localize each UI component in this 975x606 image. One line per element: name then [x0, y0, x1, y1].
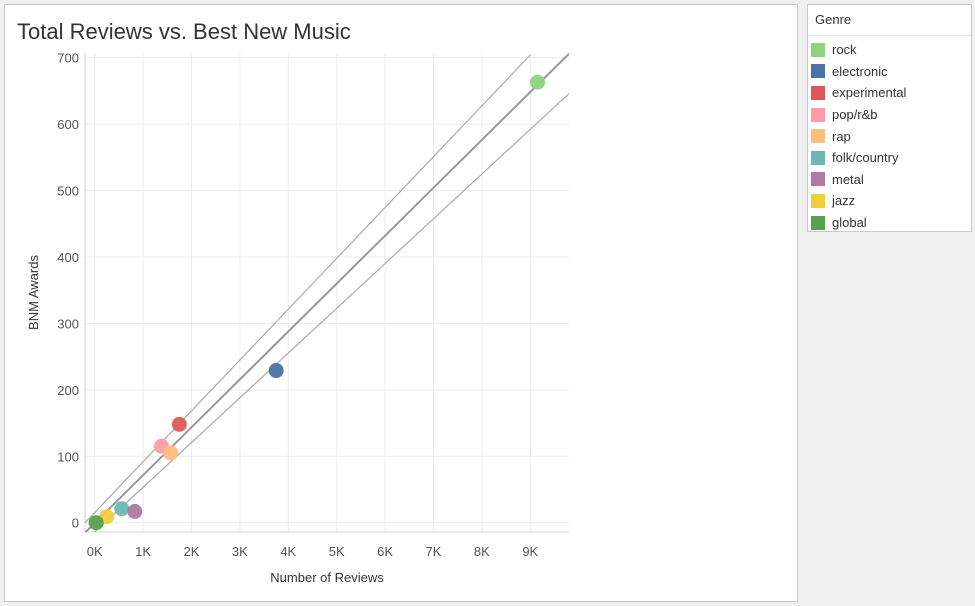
- x-tick-label: 2K: [184, 544, 200, 559]
- trend-lines: [85, 53, 569, 532]
- legend-label: rap: [832, 128, 851, 144]
- legend-swatch: [811, 193, 825, 208]
- y-tick-label: 0: [72, 516, 79, 531]
- legend-item-jazz[interactable]: jazz: [808, 190, 971, 212]
- trend-line-lower: [94, 93, 569, 532]
- y-axis-title: BNM Awards: [26, 255, 41, 330]
- legend-label: jazz: [832, 193, 856, 209]
- y-tick-label: 400: [57, 250, 79, 265]
- legend-label: rock: [832, 42, 857, 58]
- legend-list: rock electronic experimental pop/r&b rap folk…: [808, 36, 971, 233]
- chart-panel: Total Reviews vs. Best New Music 0 100 200…: [4, 4, 798, 602]
- legend-swatch: [811, 85, 825, 100]
- legend-label: pop/r&b: [832, 107, 878, 123]
- legend-swatch: [811, 150, 825, 165]
- data-point-global[interactable]: [88, 515, 104, 531]
- data-point-rock[interactable]: [530, 74, 546, 90]
- legend-item-experimental[interactable]: experimental: [808, 82, 971, 104]
- legend-item-rap[interactable]: rap: [808, 125, 971, 147]
- legend-swatch: [811, 215, 825, 230]
- x-tick-label: 9K: [522, 544, 538, 559]
- data-point-experimental[interactable]: [171, 416, 187, 432]
- legend-swatch: [811, 42, 825, 57]
- data-point-rap[interactable]: [163, 445, 179, 461]
- x-tick-label: 4K: [280, 544, 296, 559]
- trend-line-upper: [85, 54, 531, 524]
- legend-panel: Genre rock electronic experimental pop/r&b r…: [807, 4, 972, 232]
- y-tick-label: 600: [57, 117, 79, 132]
- data-point-folk-country[interactable]: [114, 501, 130, 517]
- data-point-electronic[interactable]: [268, 363, 284, 379]
- trend-line-fit: [85, 53, 569, 532]
- legend-label: electronic: [832, 63, 888, 79]
- legend-item-rock[interactable]: rock: [808, 39, 971, 61]
- scatter-plot: 0 100 200 300 400 500 600 700 0K 1K 2K 3K 4K 5K 6K 7K 8K…: [26, 51, 569, 585]
- legend-item-metal[interactable]: metal: [808, 169, 971, 191]
- legend-label: metal: [832, 171, 864, 187]
- legend-title: Genre: [808, 5, 971, 36]
- y-tick-label: 300: [57, 316, 79, 331]
- x-tick-label: 8K: [474, 544, 490, 559]
- x-tick-label: 7K: [426, 544, 442, 559]
- legend-swatch: [811, 107, 825, 122]
- legend-label: folk/country: [832, 150, 899, 166]
- chart-title: Total Reviews vs. Best New Music: [17, 19, 351, 44]
- x-tick-label: 0K: [87, 544, 103, 559]
- y-tick-label: 500: [57, 184, 79, 199]
- x-tick-label: 1K: [135, 544, 151, 559]
- y-tick-label: 700: [57, 51, 79, 66]
- x-tick-label: 5K: [329, 544, 345, 559]
- y-tick-label: 200: [57, 383, 79, 398]
- legend-item-folk-country[interactable]: folk/country: [808, 147, 971, 169]
- legend-item-electronic[interactable]: electronic: [808, 61, 971, 83]
- data-point-metal[interactable]: [127, 503, 143, 519]
- legend-label: experimental: [832, 85, 907, 101]
- legend-swatch: [811, 64, 825, 79]
- legend-item-pop-r-b[interactable]: pop/r&b: [808, 104, 971, 126]
- x-tick-label: 3K: [232, 544, 248, 559]
- legend-swatch: [811, 129, 825, 144]
- x-tick-label: 6K: [377, 544, 393, 559]
- gridlines: [85, 53, 569, 532]
- legend-swatch: [811, 172, 825, 187]
- y-tick-label: 100: [57, 449, 79, 464]
- data-points: [88, 74, 546, 531]
- x-axis-title: Number of Reviews: [270, 570, 384, 585]
- legend-label: global: [832, 215, 867, 231]
- legend-item-global[interactable]: global: [808, 212, 971, 234]
